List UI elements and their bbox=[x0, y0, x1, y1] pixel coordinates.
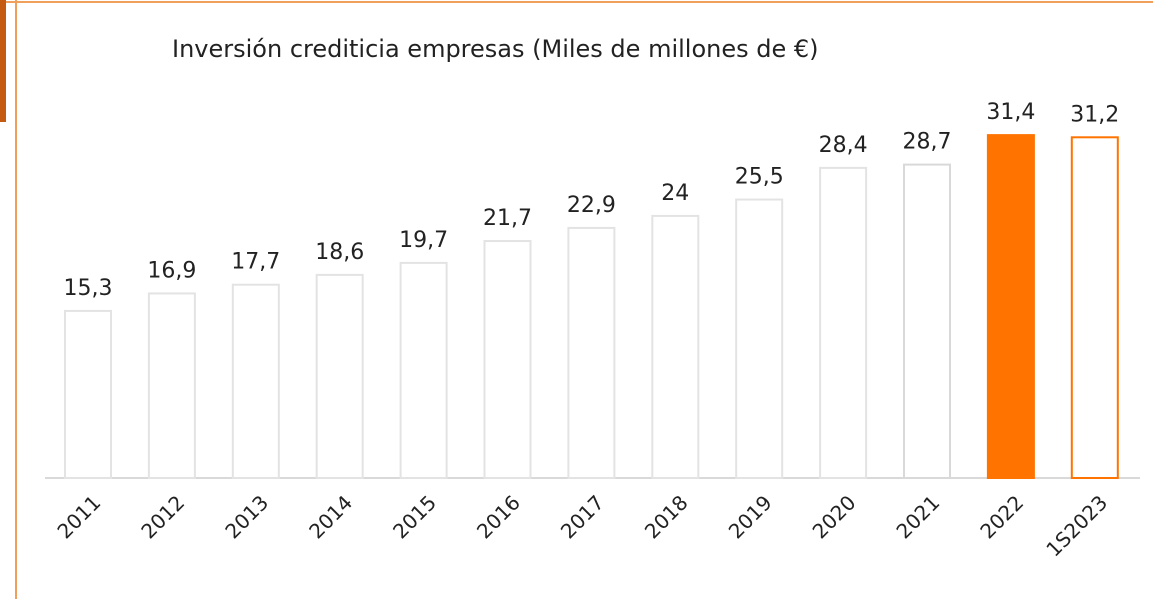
bar bbox=[399, 261, 448, 479]
bar bbox=[483, 240, 532, 479]
value-label: 31,4 bbox=[986, 100, 1035, 125]
value-label: 28,4 bbox=[819, 133, 868, 158]
x-tick-label: 2019 bbox=[724, 490, 777, 543]
value-label: 31,2 bbox=[1070, 102, 1119, 127]
x-tick-label: 2021 bbox=[891, 490, 944, 543]
x-tick-label: 2015 bbox=[388, 490, 441, 543]
bar bbox=[1070, 136, 1119, 480]
bar bbox=[735, 198, 784, 479]
bar bbox=[315, 273, 364, 479]
x-tick-label: 2014 bbox=[304, 490, 357, 543]
bar bbox=[903, 163, 951, 479]
value-label: 17,7 bbox=[231, 250, 280, 275]
x-tick-label: 2011 bbox=[52, 490, 105, 543]
value-label: 19,7 bbox=[399, 228, 448, 253]
x-tick-label: 2017 bbox=[556, 490, 609, 543]
bar bbox=[147, 292, 196, 479]
x-tick-label: 2020 bbox=[808, 490, 861, 543]
value-label: 24 bbox=[661, 181, 689, 206]
value-label: 15,3 bbox=[64, 276, 113, 301]
value-label: 25,5 bbox=[735, 165, 784, 190]
bar bbox=[986, 134, 1035, 479]
bar bbox=[567, 226, 616, 479]
x-tick-label: 2013 bbox=[220, 490, 273, 543]
bar bbox=[819, 166, 868, 479]
x-tick-label: 2018 bbox=[640, 490, 693, 543]
bar bbox=[231, 283, 280, 479]
value-label: 18,6 bbox=[315, 240, 364, 265]
bar bbox=[651, 214, 700, 479]
value-label: 16,9 bbox=[147, 258, 196, 283]
x-tick-label: 2016 bbox=[472, 490, 525, 543]
x-tick-label: 2012 bbox=[136, 490, 189, 543]
x-tick-label: 1S2023 bbox=[1041, 490, 1112, 561]
frame-accent bbox=[0, 0, 6, 122]
x-tick-label: 2022 bbox=[975, 490, 1028, 543]
value-label: 21,7 bbox=[483, 206, 532, 231]
value-label: 28,7 bbox=[903, 130, 952, 155]
value-label: 22,9 bbox=[567, 193, 616, 218]
bar bbox=[64, 309, 112, 480]
chart-title: Inversión crediticia empresas (Miles de … bbox=[172, 35, 819, 63]
